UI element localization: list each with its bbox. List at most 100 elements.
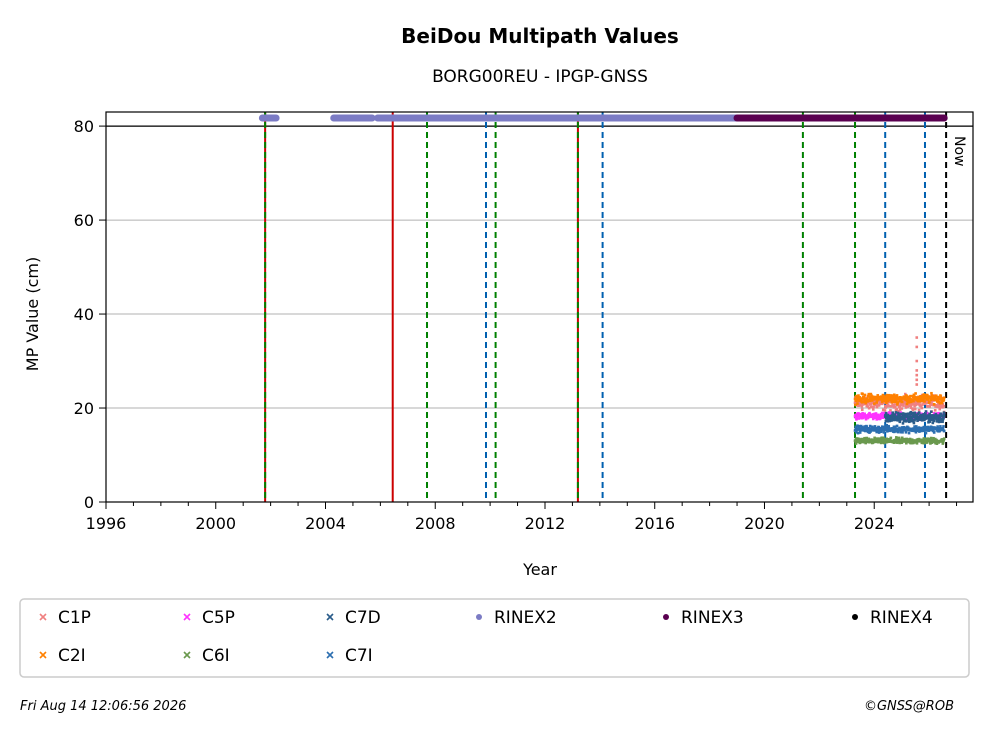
data-point [896, 401, 900, 404]
data-point [857, 440, 861, 443]
data-point [934, 440, 938, 444]
data-point [895, 408, 898, 411]
data-point [909, 410, 913, 414]
data-point [914, 430, 918, 434]
legend-label: C7I [345, 646, 373, 666]
data-point [929, 403, 932, 407]
now-label: Now [951, 136, 967, 167]
data-point [870, 425, 874, 429]
data-point [926, 414, 930, 417]
legend-label: C2I [58, 646, 86, 666]
x-tick-label: 2016 [634, 514, 675, 533]
data-point [922, 393, 926, 396]
data-point [938, 417, 942, 421]
data-point [860, 414, 864, 418]
data-point [893, 425, 897, 429]
data-point [856, 431, 860, 435]
data-point [873, 412, 876, 416]
legend-item-c1p: C1P [39, 608, 91, 628]
x-tick-label: 2008 [415, 514, 456, 533]
data-point [862, 397, 865, 401]
data-point [940, 401, 944, 405]
data-point [908, 427, 912, 431]
x-axis-ticks: 1996 2000 2004 2008 2012 2016 2020 2024 [86, 502, 958, 533]
legend-marker [183, 613, 191, 621]
data-point [887, 411, 891, 414]
data-point [935, 442, 939, 446]
y-axis-ticks: 0 20 40 60 80 [74, 117, 106, 512]
data-point [885, 401, 888, 404]
data-point [873, 402, 876, 405]
legend-item-c2i: C2I [39, 646, 86, 666]
data-point [866, 416, 870, 420]
data-point [893, 399, 897, 402]
data-point [880, 425, 884, 428]
data-point [912, 417, 915, 420]
data-point [926, 398, 930, 401]
data-point [898, 420, 902, 424]
legend-label: C5P [202, 608, 235, 628]
data-point [878, 402, 882, 405]
data-point [907, 395, 910, 399]
data-point [910, 438, 914, 441]
legend-marker [183, 651, 191, 659]
data-point [866, 440, 870, 444]
data-point [921, 403, 924, 406]
data-point [928, 412, 931, 416]
data-point [883, 409, 887, 412]
legend-marker [39, 651, 47, 659]
data-point [856, 402, 859, 405]
data-point [874, 416, 877, 420]
data-point [937, 420, 941, 424]
data-point [898, 418, 902, 422]
data-point [856, 414, 860, 417]
data-point [896, 419, 900, 422]
data-point [882, 431, 886, 434]
data-point [917, 437, 921, 441]
data-point [934, 394, 938, 398]
data-point [895, 394, 899, 397]
data-point [930, 441, 934, 444]
y-axis-label: MP Value (cm) [23, 257, 42, 371]
legend-box [19, 598, 970, 678]
data-point [858, 424, 861, 428]
legend-label: RINEX3 [681, 608, 744, 628]
data-point [866, 399, 870, 403]
data-point [855, 418, 858, 421]
data-point [855, 416, 859, 420]
y-tick-label: 20 [74, 399, 94, 418]
data-point [899, 398, 903, 402]
data-point [932, 395, 936, 399]
data-point [915, 414, 919, 418]
data-point [895, 409, 899, 413]
data-point [895, 424, 899, 428]
data-point [889, 412, 892, 415]
data-point [899, 399, 902, 403]
data-point [889, 399, 893, 402]
data-point [861, 426, 865, 429]
data-point [930, 402, 933, 405]
data-point [927, 404, 930, 408]
data-point [864, 441, 867, 445]
data-point [866, 430, 870, 434]
data-point [896, 402, 899, 406]
data-point [932, 436, 935, 440]
data-point [870, 439, 874, 443]
data-point [915, 373, 919, 377]
legend-item-rinex4: RINEX4 [852, 608, 933, 628]
data-point [918, 401, 922, 404]
data-point [877, 404, 881, 407]
data-point [857, 394, 860, 397]
data-point [880, 436, 884, 440]
data-point [915, 359, 919, 363]
data-point [913, 411, 917, 415]
data-point [882, 401, 886, 404]
data-point [877, 425, 881, 429]
data-point [860, 428, 864, 432]
y-tick-label: 80 [74, 117, 94, 136]
data-point [942, 416, 945, 419]
data-point [936, 400, 939, 403]
data-point [914, 403, 917, 407]
data-point [894, 426, 897, 430]
data-point [942, 437, 946, 440]
